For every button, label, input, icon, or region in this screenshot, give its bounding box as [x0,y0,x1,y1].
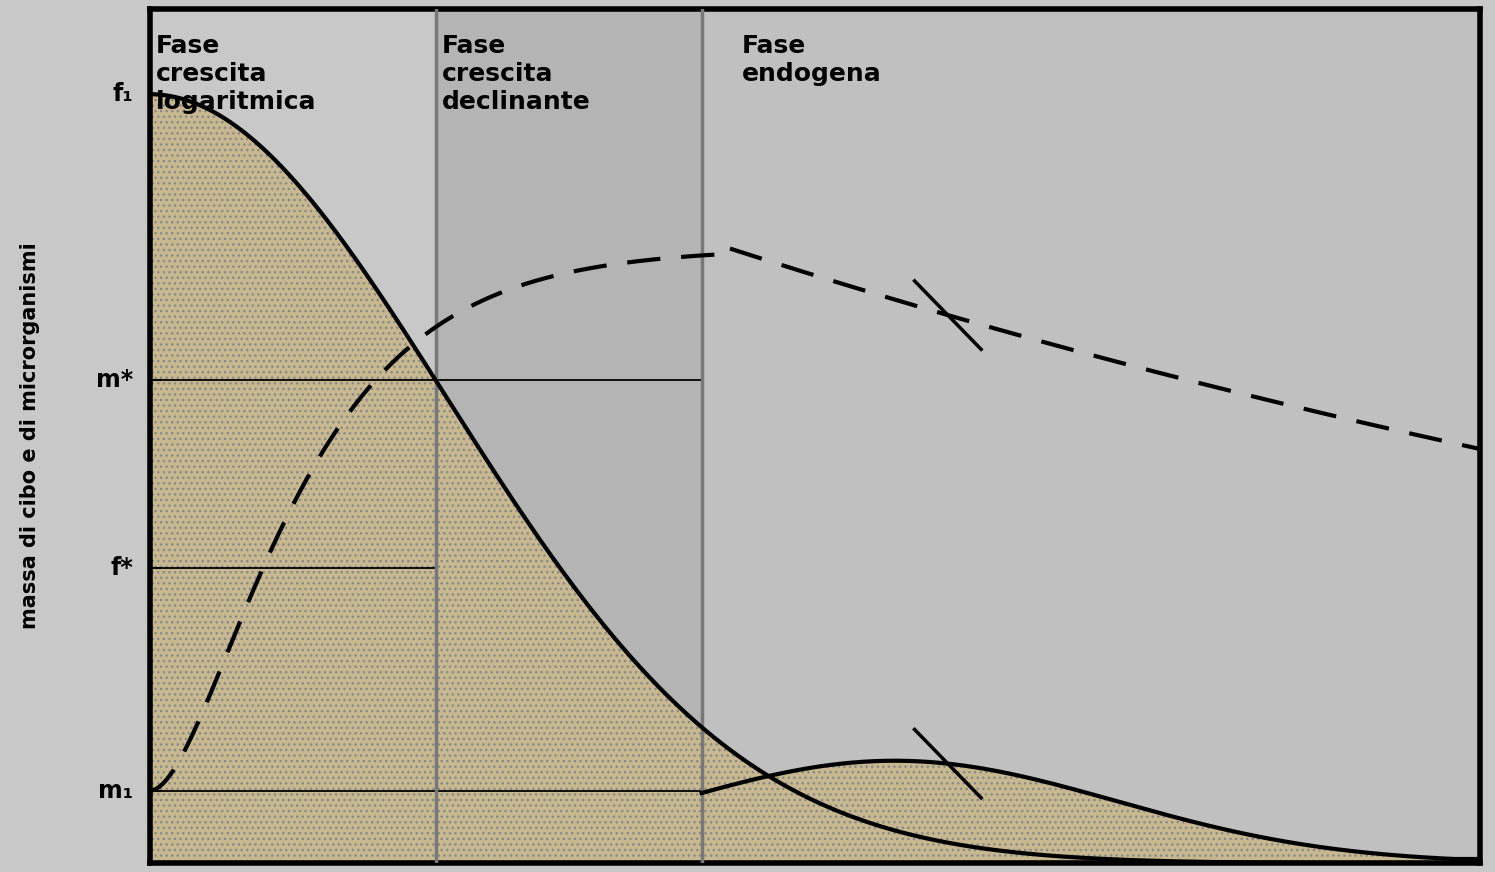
Text: massa di cibo e di microrganismi: massa di cibo e di microrganismi [19,242,40,630]
Text: Fase
endogena: Fase endogena [742,34,882,86]
Text: m₁: m₁ [99,779,133,802]
Text: m*: m* [96,369,133,392]
Text: f₁: f₁ [112,82,133,106]
Bar [150,9,435,863]
Bar [435,9,701,863]
Text: f*: f* [111,556,133,581]
Bar [701,9,1480,863]
Text: Fase
crescita
logaritmica: Fase crescita logaritmica [155,34,317,114]
Text: Fase
crescita
declinante: Fase crescita declinante [443,34,591,114]
